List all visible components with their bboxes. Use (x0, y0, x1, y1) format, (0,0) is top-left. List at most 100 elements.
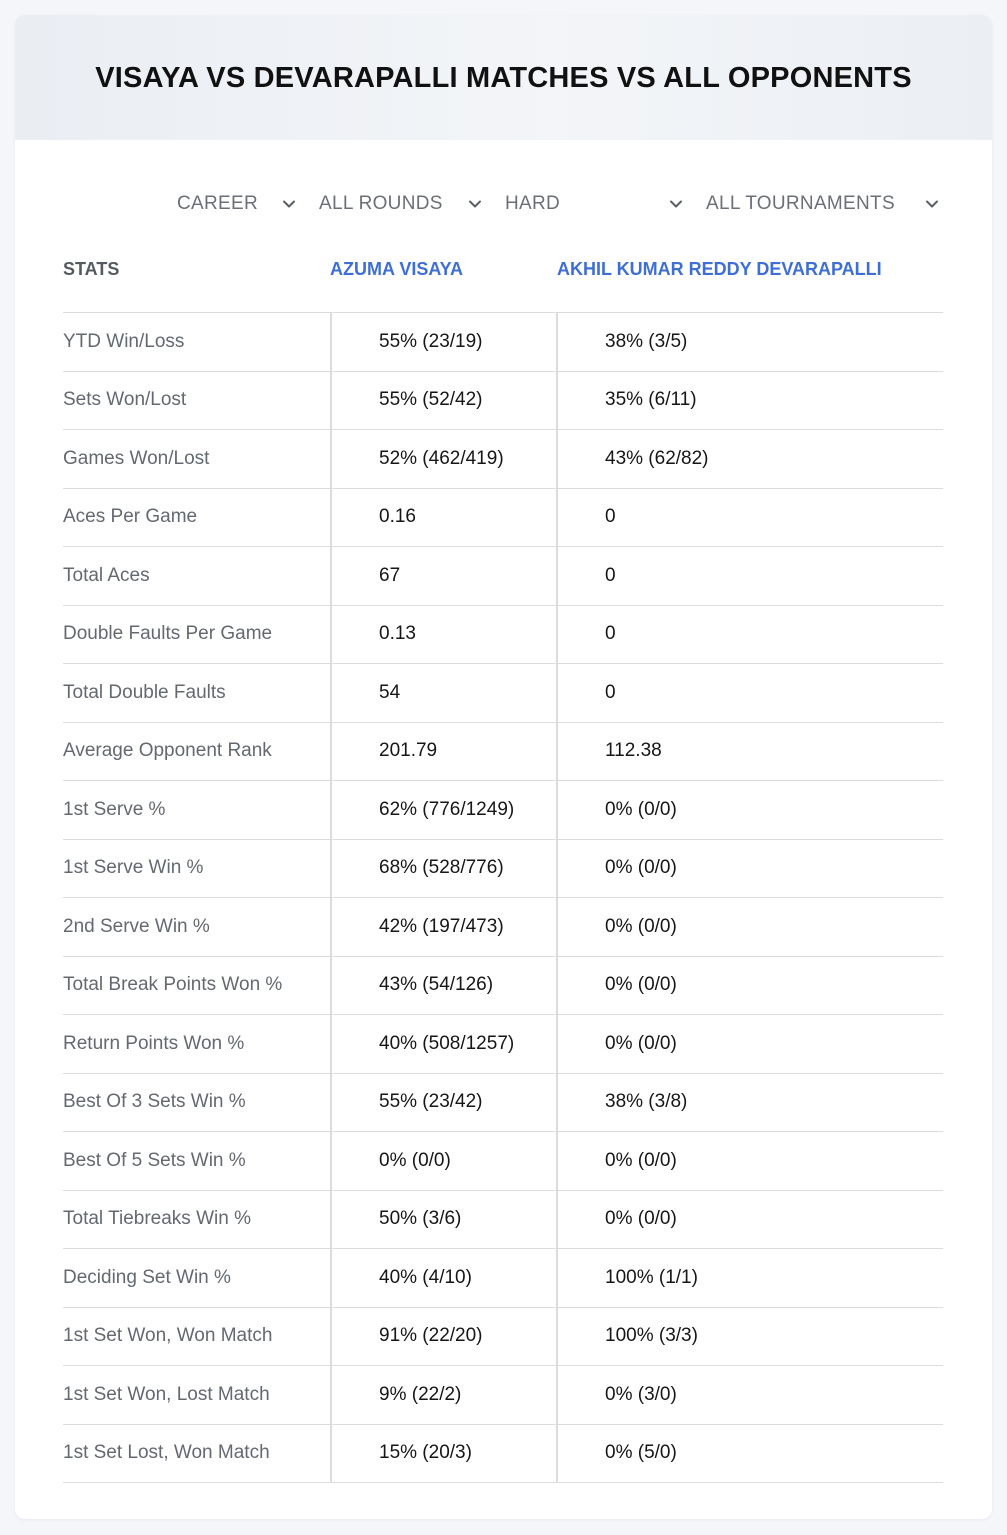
table-row: 1st Serve % 62% (776/1249) 0% (0/0) (63, 781, 943, 840)
stat-label: Best Of 5 Sets Win % (63, 1149, 246, 1171)
filter-label: HARD (505, 193, 561, 214)
card-header: VISAYA VS DEVARAPALLI MATCHES VS ALL OPP… (15, 15, 992, 140)
table-row: YTD Win/Loss 55% (23/19) 38% (3/5) (63, 313, 943, 372)
column-header-player2[interactable]: AKHIL KUMAR REDDY DEVARAPALLI (557, 259, 882, 279)
table-row: 2nd Serve Win % 42% (197/473) 0% (0/0) (63, 898, 943, 957)
player2-value: 100% (3/3) (556, 1307, 943, 1365)
filter-career-dropdown[interactable]: CAREER (177, 185, 297, 223)
stat-label: YTD Win/Loss (63, 330, 185, 352)
chevron-down-icon (670, 200, 682, 208)
chevron-down-icon (283, 200, 295, 208)
stat-label: Games Won/Lost (63, 447, 210, 469)
stat-label: 1st Set Won, Lost Match (63, 1383, 270, 1405)
filter-surface-dropdown[interactable]: HARD (505, 185, 685, 223)
player1-value: 43% (54/126) (330, 956, 556, 1014)
player2-value: 0 (556, 605, 943, 663)
player2-value: 0% (0/0) (556, 898, 943, 956)
stat-label: Total Break Points Won % (63, 974, 283, 996)
table-row: Deciding Set Win % 40% (4/10) 100% (1/1) (63, 1249, 943, 1308)
player1-value: 55% (52/42) (330, 371, 556, 429)
stats-card: VISAYA VS DEVARAPALLI MATCHES VS ALL OPP… (15, 15, 992, 1519)
column-header-stats: STATS (63, 259, 120, 279)
player2-value: 38% (3/8) (556, 1073, 943, 1131)
stat-label: 1st Set Lost, Won Match (63, 1442, 270, 1464)
table-row: 1st Serve Win % 68% (528/776) 0% (0/0) (63, 839, 943, 898)
table-row: Best Of 5 Sets Win % 0% (0/0) 0% (0/0) (63, 1132, 943, 1191)
filter-tournaments-dropdown[interactable]: ALL TOURNAMENTS (706, 185, 946, 223)
player1-value: 91% (22/20) (330, 1307, 556, 1365)
player1-value: 55% (23/42) (330, 1073, 556, 1131)
player2-value: 0% (3/0) (556, 1366, 943, 1424)
stat-label: Total Tiebreaks Win % (63, 1208, 251, 1230)
stat-label: 1st Set Won, Won Match (63, 1325, 273, 1347)
player1-value: 0% (0/0) (330, 1132, 556, 1190)
player1-value: 54 (330, 664, 556, 722)
player2-value: 0% (0/0) (556, 839, 943, 897)
stat-label: Sets Won/Lost (63, 389, 187, 411)
filter-rounds-dropdown[interactable]: ALL ROUNDS (319, 185, 489, 223)
stat-label: 1st Serve % (63, 798, 166, 820)
chevron-down-icon (469, 200, 481, 208)
table-row: Games Won/Lost 52% (462/419) 43% (62/82) (63, 430, 943, 489)
stat-label: Best Of 3 Sets Win % (63, 1091, 246, 1113)
player2-value: 0% (0/0) (556, 956, 943, 1014)
table-row: Best Of 3 Sets Win % 55% (23/42) 38% (3/8) (63, 1073, 943, 1132)
player1-value: 40% (508/1257) (330, 1015, 556, 1073)
player1-value: 62% (776/1249) (330, 781, 556, 839)
stat-label: Aces Per Game (63, 506, 198, 528)
player2-value: 0% (0/0) (556, 1190, 943, 1248)
player1-value: 40% (4/10) (330, 1249, 556, 1307)
player2-value: 0% (0/0) (556, 1015, 943, 1073)
page-title: VISAYA VS DEVARAPALLI MATCHES VS ALL OPP… (95, 62, 912, 94)
player2-value: 112.38 (556, 722, 943, 780)
player2-value: 0 (556, 664, 943, 722)
stats-table: STATS AZUMA VISAYA AKHIL KUMAR REDDY DEV… (63, 255, 943, 1483)
player2-value: 0 (556, 547, 943, 605)
player1-value: 15% (20/3) (330, 1424, 556, 1482)
table-row: 1st Set Lost, Won Match 15% (20/3) 0% (5/0… (63, 1424, 943, 1483)
table-row: Aces Per Game 0.16 0 (63, 488, 943, 547)
table-row: Total Break Points Won % 43% (54/126) 0% (… (63, 956, 943, 1015)
stat-label: Return Points Won % (63, 1032, 245, 1054)
player1-value: 0.13 (330, 605, 556, 663)
table-row: Total Double Faults 54 0 (63, 664, 943, 723)
table-header: STATS AZUMA VISAYA AKHIL KUMAR REDDY DEV… (63, 255, 943, 313)
table-row: Sets Won/Lost 55% (52/42) 35% (6/11) (63, 371, 943, 430)
player1-value: 0.16 (330, 488, 556, 546)
stat-label: 1st Serve Win % (63, 857, 204, 879)
stat-label: Double Faults Per Game (63, 623, 273, 645)
table-row: Total Aces 67 0 (63, 547, 943, 606)
player2-value: 0 (556, 488, 943, 546)
player2-value: 43% (62/82) (556, 430, 943, 488)
stat-label: Total Double Faults (63, 681, 226, 703)
player1-value: 55% (23/19) (330, 313, 556, 371)
player1-value: 67 (330, 547, 556, 605)
table-body: YTD Win/Loss 55% (23/19) 38% (3/5) Sets Won… (63, 313, 943, 1483)
filter-label: ALL TOURNAMENTS (706, 193, 895, 214)
stat-label: 2nd Serve Win % (63, 915, 210, 937)
chevron-down-icon (926, 200, 938, 208)
player1-value: 52% (462/419) (330, 430, 556, 488)
player1-value: 42% (197/473) (330, 898, 556, 956)
player2-value: 0% (0/0) (556, 1132, 943, 1190)
table-row: 1st Set Won, Lost Match 9% (22/2) 0% (3/0) (63, 1366, 943, 1425)
stat-label: Average Opponent Rank (63, 740, 272, 762)
player1-value: 68% (528/776) (330, 839, 556, 897)
table-row: Double Faults Per Game 0.13 0 (63, 605, 943, 664)
table-row: 1st Set Won, Won Match 91% (22/20) 100% (3… (63, 1307, 943, 1366)
player2-value: 0% (5/0) (556, 1424, 943, 1482)
filter-bar: CAREER ALL ROUNDS HARD ALL TOURNAMENTS (15, 185, 992, 223)
filter-label: ALL ROUNDS (319, 193, 443, 214)
player1-value: 9% (22/2) (330, 1366, 556, 1424)
player2-value: 35% (6/11) (556, 371, 943, 429)
player1-value: 201.79 (330, 722, 556, 780)
table-row: Average Opponent Rank 201.79 112.38 (63, 722, 943, 781)
column-header-player1[interactable]: AZUMA VISAYA (330, 259, 464, 279)
player2-value: 100% (1/1) (556, 1249, 943, 1307)
table-row: Total Tiebreaks Win % 50% (3/6) 0% (0/0) (63, 1190, 943, 1249)
player1-value: 50% (3/6) (330, 1190, 556, 1248)
table-row: Return Points Won % 40% (508/1257) 0% (0/0… (63, 1015, 943, 1074)
stat-label: Deciding Set Win % (63, 1266, 231, 1288)
player2-value: 38% (3/5) (556, 313, 943, 371)
stat-label: Total Aces (63, 564, 150, 586)
